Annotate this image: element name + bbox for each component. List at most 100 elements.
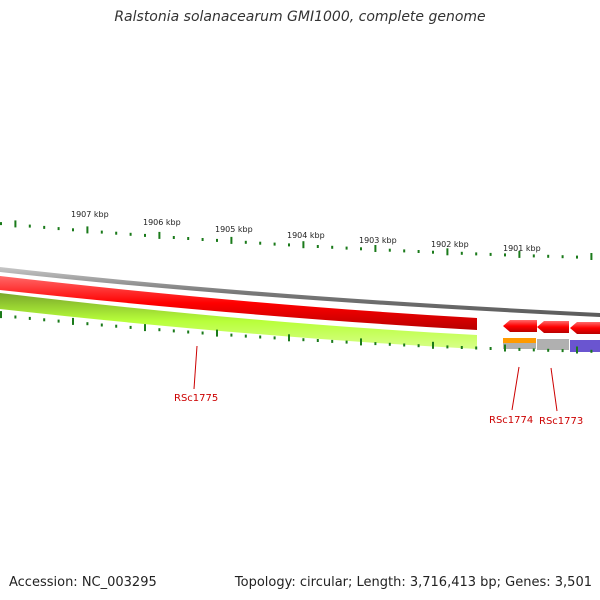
scale-tick-upper-28 [403,249,406,253]
scale-tick-upper-27 [388,248,391,252]
scale-tick-lower-24 [345,340,348,344]
scale-ticks-upper [0,220,593,260]
scale-tick-lower-30 [432,341,434,349]
scale-tick-lower-21 [302,338,305,342]
scale-tick-lower-0 [0,311,2,319]
scale-tick-upper-17 [244,240,247,244]
leader-rsc1774 [511,366,520,411]
scale-tick-lower-40 [576,346,578,354]
leader-rsc1773 [550,367,558,412]
scale-tick-lower-15 [216,329,218,337]
scale-tick-upper-4 [57,227,60,231]
scale-tick-upper-32 [460,251,463,255]
scale-tick-upper-39 [561,255,564,259]
scale-tick-upper-33 [475,252,478,256]
scale-tick-upper-31 [446,248,449,256]
scale-tick-lower-26 [374,342,377,346]
genome-backbone [0,267,600,317]
scale-tick-upper-34 [489,252,492,256]
scale-tick-upper-8 [115,231,118,235]
scale-tick-upper-0 [0,222,2,226]
cds-rsc1775-forward [0,276,477,330]
scale-tick-lower-38 [547,348,550,352]
scale-tick-lower-5 [72,317,74,325]
gene-blue-feature [570,340,600,352]
scale-tick-upper-38 [547,254,550,258]
scale-tick-lower-16 [230,333,233,337]
gene-rsc1774-gray [503,343,536,349]
scale-tick-lower-2 [28,316,31,320]
scale-tick-lower-7 [100,323,103,327]
scale-tick-lower-19 [273,336,276,340]
scale-tick-lower-1 [14,315,17,319]
genome-title: Ralstonia solanacearum GMI1000, complete… [114,9,486,25]
scale-tick-upper-22 [316,245,319,248]
scale-tick-lower-25 [360,338,362,346]
scale-tick-lower-4 [57,319,60,323]
scale-tick-upper-7 [100,230,103,234]
leader-rsc1775 [193,345,198,390]
scale-tick-lower-37 [532,348,535,352]
scale-tick-upper-26 [374,245,377,252]
scale-label-1903: 1903 kbp [359,236,397,245]
scale-tick-upper-10 [144,233,146,237]
scale-tick-lower-34 [489,347,492,350]
scale-tick-lower-9 [129,325,132,329]
scale-tick-lower-39 [561,349,564,353]
scale-tick-lower-13 [187,330,190,334]
scale-label-1906: 1906 kbp [143,218,181,227]
scale-tick-upper-41 [590,253,593,260]
scale-label-1904: 1904 kbp [287,231,325,240]
scale-tick-lower-32 [460,346,463,349]
scale-tick-lower-14 [201,331,204,335]
scale-tick-lower-8 [115,324,118,328]
scale-tick-lower-11 [158,328,161,332]
scale-tick-lower-18 [259,335,262,339]
scale-tick-lower-6 [86,322,89,326]
accession-text: Accession: NC_003295 [9,575,157,590]
scale-tick-lower-12 [172,329,175,333]
scale-tick-lower-35 [504,344,506,352]
scale-tick-upper-2 [28,224,31,228]
topology-text: Topology: circular; Length: 3,716,413 bp… [234,575,592,590]
scale-tick-upper-13 [187,237,190,240]
scale-tick-upper-20 [288,243,290,247]
scale-tick-upper-29 [417,250,420,253]
scale-tick-lower-31 [446,345,449,349]
scale-tick-upper-35 [504,253,506,257]
scale-tick-upper-18 [259,241,262,245]
scale-tick-upper-19 [273,242,276,246]
scale-tick-lower-29 [417,344,420,348]
scale-tick-upper-12 [172,236,175,239]
scale-tick-upper-16 [230,236,233,244]
gene-label-rsc1775: RSc1775 [174,393,218,404]
scale-tick-upper-24 [345,246,348,250]
cds-rsc1773-arrow [537,321,569,333]
gene-rsc1775-band [0,293,477,349]
scale-tick-lower-20 [288,334,290,342]
scale-tick-lower-3 [43,318,46,322]
cds-next-arrow [570,322,600,334]
scale-tick-lower-36 [518,347,521,351]
scale-tick-upper-21 [302,241,305,249]
scale-tick-upper-11 [158,231,161,239]
scale-tick-upper-3 [43,225,46,229]
scale-tick-lower-27 [388,342,391,346]
gene-rsc1774-orange [503,338,536,343]
scale-tick-upper-23 [331,245,334,249]
scale-tick-upper-37 [532,254,535,258]
gene-label-rsc1773: RSc1773 [539,416,583,427]
gene-rsc1773-gray [537,339,569,350]
scale-tick-lower-22 [316,339,319,342]
scale-tick-lower-10 [144,324,146,332]
scale-tick-upper-6 [86,226,89,234]
scale-tick-upper-30 [432,250,434,254]
scale-tick-upper-40 [576,255,578,259]
gene-label-rsc1774: RSc1774 [489,415,533,426]
scale-label-1905: 1905 kbp [215,225,253,234]
scale-ticks-lower [0,311,593,354]
scale-tick-upper-36 [518,250,521,258]
scale-label-1902: 1902 kbp [431,240,469,249]
scale-tick-upper-15 [216,238,218,242]
